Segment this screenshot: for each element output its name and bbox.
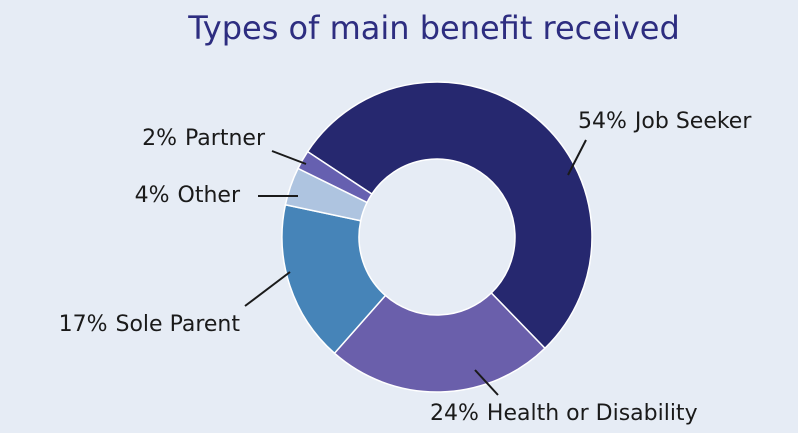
slice-label: 54% Job Seeker xyxy=(578,109,752,134)
chart-title: Types of main benefit received xyxy=(187,9,680,47)
slice-value-label: 54% xyxy=(578,109,627,134)
slice-category-label: Partner xyxy=(185,126,266,151)
leader-line xyxy=(474,369,499,396)
slice-label: 4% Other xyxy=(135,183,241,208)
donut-slice xyxy=(306,81,593,350)
slice-label: 24% Health or Disability xyxy=(430,401,698,426)
donut-slice xyxy=(333,291,546,393)
slice-value-label: 24% xyxy=(430,401,479,426)
slice-value-label: 4% xyxy=(135,183,170,208)
leader-line xyxy=(271,150,307,165)
slice-label: 2% Partner xyxy=(142,126,266,151)
slice-category-label: Sole Parent xyxy=(116,312,241,337)
slice-category-label: Health or Disability xyxy=(487,401,698,426)
slice-category-label: Job Seeker xyxy=(633,109,752,134)
leader-line xyxy=(244,271,291,307)
slice-category-label: Other xyxy=(178,183,241,208)
slice-value-label: 17% xyxy=(59,312,108,337)
slice-value-label: 2% xyxy=(142,126,177,151)
leader-line xyxy=(567,139,587,176)
slice-label: 17% Sole Parent xyxy=(59,312,241,337)
